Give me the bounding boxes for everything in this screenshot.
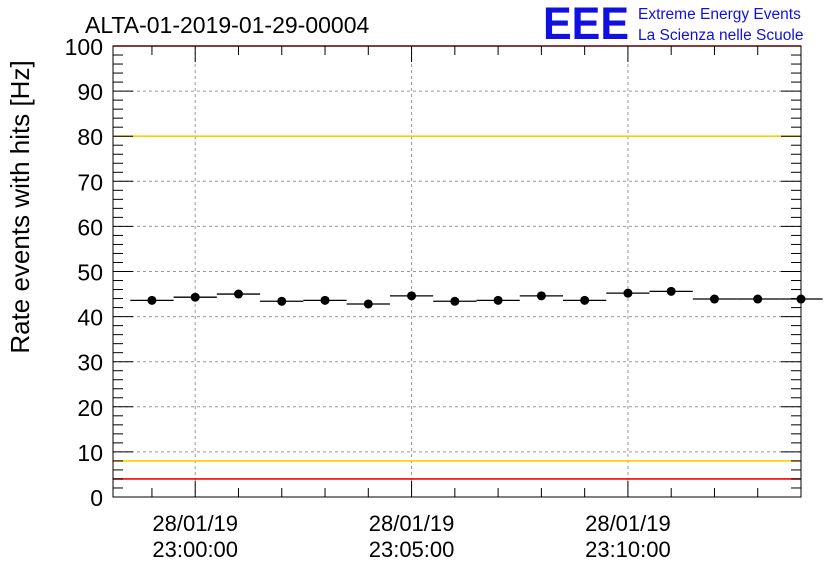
y-tick-label: 70 xyxy=(77,169,103,195)
data-point xyxy=(580,295,590,305)
x-tick-label-date: 28/01/19 xyxy=(152,511,238,536)
x-tick-label-time: 23:10:00 xyxy=(585,537,671,562)
y-tick-label: 20 xyxy=(77,395,103,421)
data-point xyxy=(536,291,546,301)
y-tick-label: 0 xyxy=(90,485,103,511)
logo-line-1: Extreme Energy Events xyxy=(638,6,801,23)
data-point xyxy=(666,286,676,296)
logo-line-2: La Scienza nelle Scuole xyxy=(638,27,803,44)
y-tick-label: 60 xyxy=(77,214,103,240)
logo-letters: EEE xyxy=(543,0,629,49)
chart-title: ALTA-01-2019-01-29-00004 xyxy=(85,12,369,38)
y-tick-label: 90 xyxy=(77,79,103,105)
data-series xyxy=(130,286,823,309)
y-axis-label: Rate events with hits [Hz] xyxy=(5,60,35,353)
data-point xyxy=(147,295,157,305)
data-point xyxy=(493,295,503,305)
data-point xyxy=(320,295,330,305)
data-point xyxy=(277,296,287,306)
x-tick-label-time: 23:05:00 xyxy=(369,537,455,562)
data-point xyxy=(709,294,719,304)
data-point xyxy=(450,296,460,306)
x-tick-label-time: 23:00:00 xyxy=(152,537,238,562)
data-point xyxy=(407,291,417,301)
y-tick-label: 10 xyxy=(77,440,103,466)
y-tick-label: 50 xyxy=(77,260,103,286)
y-tick-label: 40 xyxy=(77,305,103,331)
y-tick-label: 100 xyxy=(65,34,103,60)
axis-tick-labels: 010203040506070809010028/01/1923:00:0028… xyxy=(65,34,671,562)
data-point xyxy=(753,294,763,304)
axis-ticks xyxy=(113,45,802,498)
y-tick-label: 30 xyxy=(77,350,103,376)
x-tick-label-date: 28/01/19 xyxy=(585,511,671,536)
data-point xyxy=(190,292,200,302)
x-tick-label-date: 28/01/19 xyxy=(369,511,455,536)
y-tick-label: 80 xyxy=(77,124,103,150)
data-point xyxy=(363,299,373,309)
data-point xyxy=(623,288,633,298)
grid-lines xyxy=(113,46,801,497)
eee-logo: EEE Extreme Energy Events La Scienza nel… xyxy=(543,0,803,49)
data-point xyxy=(233,289,243,299)
reference-lines xyxy=(113,45,801,480)
